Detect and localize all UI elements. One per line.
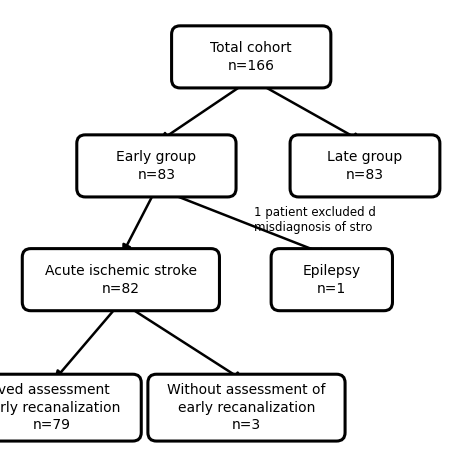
FancyBboxPatch shape xyxy=(290,135,440,197)
FancyBboxPatch shape xyxy=(0,374,141,441)
FancyBboxPatch shape xyxy=(148,374,345,441)
Text: Late group
n=83: Late group n=83 xyxy=(328,150,402,182)
FancyBboxPatch shape xyxy=(22,248,219,311)
Text: Without assessment of
early recanalization
n=3: Without assessment of early recanalizati… xyxy=(167,383,326,432)
Text: Total cohort
n=166: Total cohort n=166 xyxy=(210,41,292,73)
Text: Acute ischemic stroke
n=82: Acute ischemic stroke n=82 xyxy=(45,264,197,296)
Text: Early group
n=83: Early group n=83 xyxy=(116,150,197,182)
Text: Epilepsy
n=1: Epilepsy n=1 xyxy=(303,264,361,296)
FancyBboxPatch shape xyxy=(77,135,236,197)
Text: ived assessment
early recanalization
n=79: ived assessment early recanalization n=7… xyxy=(0,383,121,432)
FancyBboxPatch shape xyxy=(271,248,392,311)
FancyBboxPatch shape xyxy=(172,26,331,88)
Text: 1 patient excluded d
misdiagnosis of stro: 1 patient excluded d misdiagnosis of str… xyxy=(254,206,375,235)
